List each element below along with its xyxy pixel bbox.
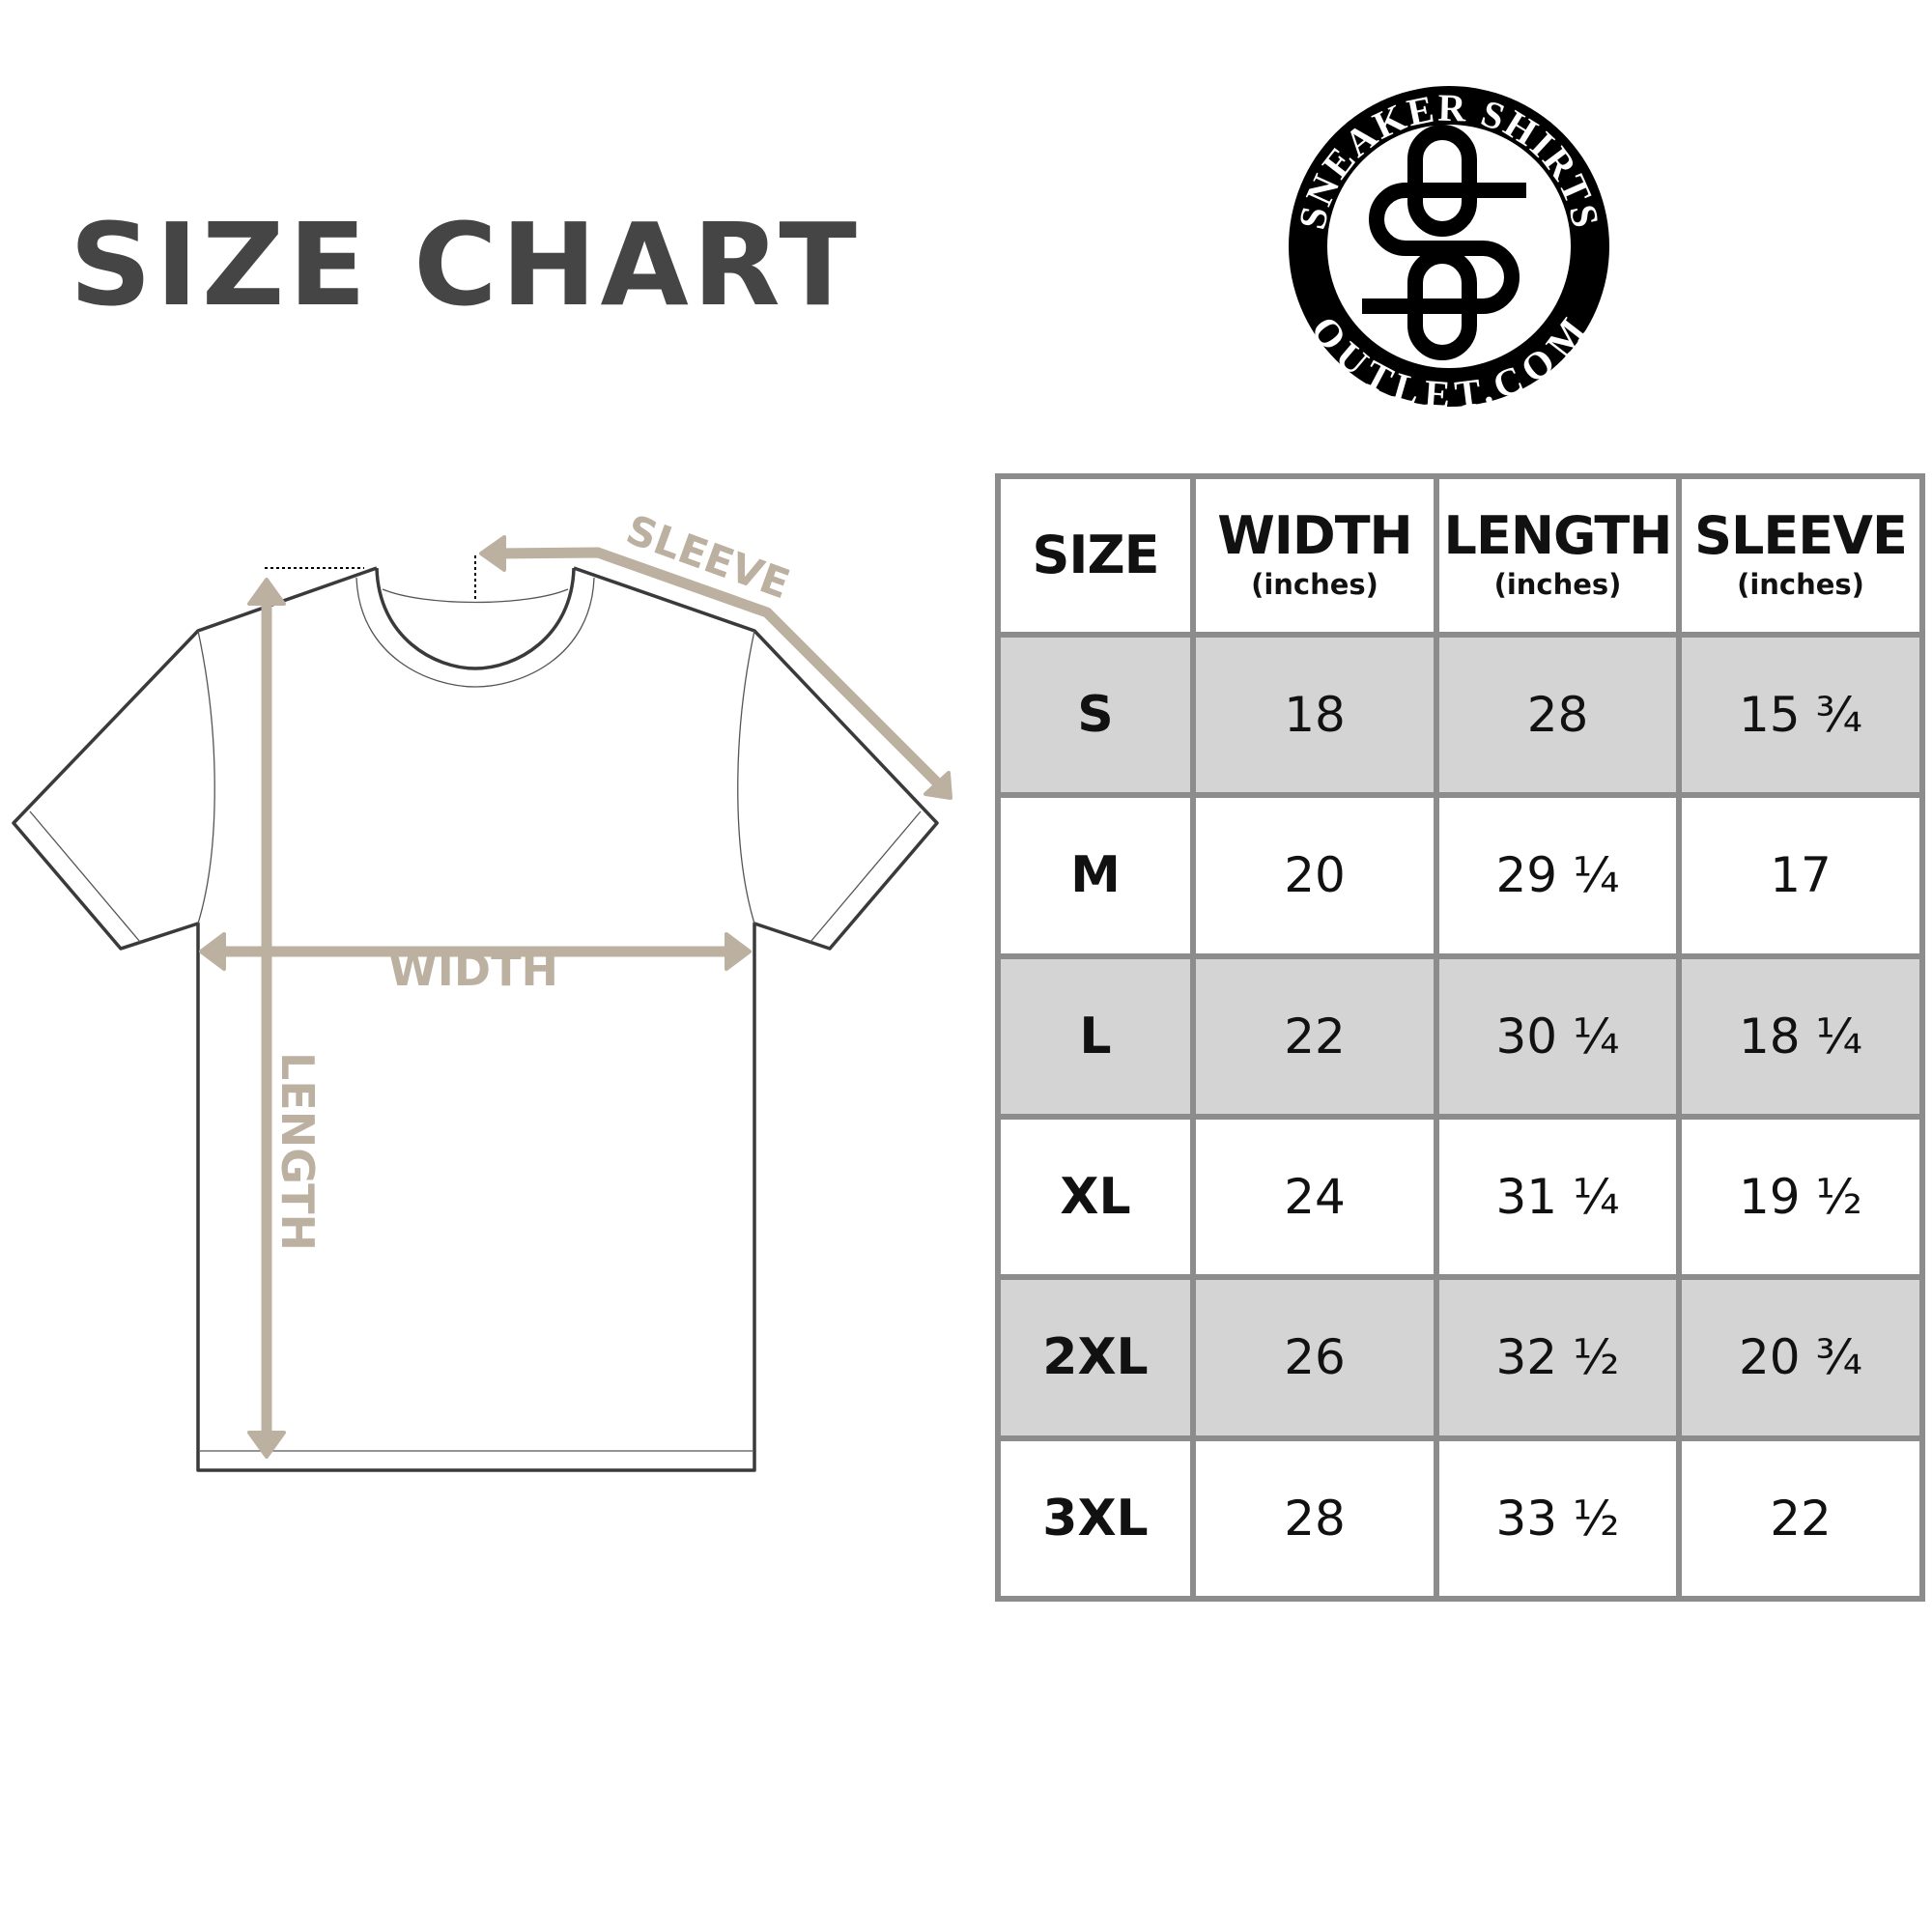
header-length: LENGTH (inches) xyxy=(1434,473,1682,638)
brand-logo: SNEAKER SHIRTS OUTLET.COM xyxy=(1289,86,1609,411)
header-sleeve: SLEEVE (inches) xyxy=(1676,473,1925,638)
table-row: 3XL 28 33 ½ 22 xyxy=(995,1435,1925,1603)
width-label: WIDTH xyxy=(388,944,558,996)
length-cell: 32 ½ xyxy=(1434,1274,1682,1441)
table-row: 2XL 26 32 ½ 20 ¾ xyxy=(995,1274,1925,1441)
header-width: WIDTH (inches) xyxy=(1190,473,1439,638)
length-cell: 31 ¼ xyxy=(1434,1113,1682,1281)
width-cell: 20 xyxy=(1190,792,1439,959)
width-cell: 18 xyxy=(1190,631,1439,799)
width-cell: 28 xyxy=(1190,1435,1439,1603)
header-size: SIZE xyxy=(995,473,1196,638)
size-table: SIZE WIDTH (inches) LENGTH (inches) SLEEVE… xyxy=(995,473,1925,1603)
size-cell: 2XL xyxy=(995,1274,1196,1441)
length-cell: 28 xyxy=(1434,631,1682,799)
sleeve-cell: 19 ½ xyxy=(1676,1113,1925,1281)
length-cell: 30 ¼ xyxy=(1434,952,1682,1120)
tshirt-diagram: WIDTH LENGTH SLEEVE xyxy=(12,505,952,1472)
table-row: S 18 28 15 ¾ xyxy=(995,631,1925,799)
table-row: L 22 30 ¼ 18 ¼ xyxy=(995,952,1925,1120)
sleeve-arrow xyxy=(479,535,952,800)
monogram-icon xyxy=(1362,125,1526,360)
table-header-row: SIZE WIDTH (inches) LENGTH (inches) SLEEVE… xyxy=(995,473,1925,638)
length-label: LENGTH xyxy=(271,1052,324,1251)
size-cell: 3XL xyxy=(995,1435,1196,1603)
sleeve-cell: 18 ¼ xyxy=(1676,952,1925,1120)
size-cell: L xyxy=(995,952,1196,1120)
width-cell: 22 xyxy=(1190,952,1439,1120)
size-cell: M xyxy=(995,792,1196,959)
length-cell: 33 ½ xyxy=(1434,1435,1682,1603)
width-cell: 24 xyxy=(1190,1113,1439,1281)
sleeve-cell: 22 xyxy=(1676,1435,1925,1603)
sleeve-cell: 20 ¾ xyxy=(1676,1274,1925,1441)
width-cell: 26 xyxy=(1190,1274,1439,1441)
table-row: M 20 29 ¼ 17 xyxy=(995,792,1925,959)
length-cell: 29 ¼ xyxy=(1434,792,1682,959)
size-cell: XL xyxy=(995,1113,1196,1281)
table-row: XL 24 31 ¼ 19 ½ xyxy=(995,1113,1925,1281)
tshirt-outline xyxy=(12,566,939,1472)
sleeve-cell: 17 xyxy=(1676,792,1925,959)
length-arrow xyxy=(247,578,286,1459)
width-arrow xyxy=(199,932,752,971)
size-cell: S xyxy=(995,631,1196,799)
page-title: SIZE CHART xyxy=(70,198,861,331)
sleeve-cell: 15 ¾ xyxy=(1676,631,1925,799)
